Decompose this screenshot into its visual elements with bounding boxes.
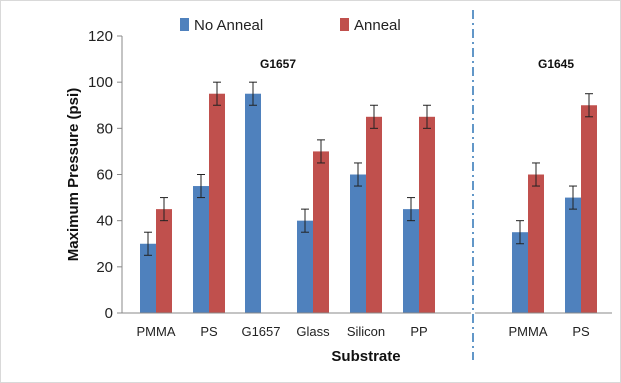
x-tick-label: Glass — [296, 324, 330, 339]
bar — [366, 116, 382, 314]
x-tick-label: PMMA — [509, 324, 548, 339]
bar — [297, 220, 313, 313]
y-axis-title: Maximum Pressure (psi) — [65, 88, 82, 261]
axes-layer — [117, 10, 612, 360]
y-tick-label: 60 — [96, 167, 113, 184]
bar — [419, 116, 435, 314]
y-tick-label: 0 — [105, 305, 113, 322]
bar — [193, 186, 209, 313]
bar — [581, 105, 597, 313]
x-tick-label: PMMA — [137, 324, 176, 339]
bars-layer — [140, 81, 597, 314]
legend-swatch — [180, 18, 189, 31]
legend: No Anneal Anneal — [180, 17, 401, 34]
legend-label: Anneal — [354, 17, 401, 34]
y-tick-label: 100 — [88, 74, 113, 91]
bar — [528, 174, 544, 313]
x-axis-title: Substrate — [331, 348, 400, 365]
bar — [565, 197, 581, 313]
bar — [403, 209, 419, 313]
x-tick-label: PP — [410, 324, 427, 339]
bar — [313, 151, 329, 313]
x-tick-label: PS — [200, 324, 218, 339]
legend-label: No Anneal — [194, 17, 263, 34]
y-tick-label: 120 — [88, 28, 113, 45]
bar — [209, 93, 225, 313]
legend-swatch — [340, 18, 349, 31]
x-tick-label: G1657 — [241, 324, 280, 339]
y-tick-label: 80 — [96, 120, 113, 137]
y-tick-label: 20 — [96, 259, 113, 276]
group-label: G1645 — [538, 57, 574, 71]
x-tick-label: Silicon — [347, 324, 385, 339]
y-tick-label: 40 — [96, 213, 113, 230]
bar — [140, 243, 156, 313]
bar — [245, 93, 261, 313]
x-tick-label: PS — [572, 324, 590, 339]
group-label: G1657 — [260, 57, 296, 71]
bar — [512, 232, 528, 313]
labels-layer: 0 20 40 60 80 100 120 PMMA PS G1657 Glass Silicon PP… — [65, 28, 590, 365]
bar — [350, 174, 366, 313]
bar — [156, 209, 172, 313]
